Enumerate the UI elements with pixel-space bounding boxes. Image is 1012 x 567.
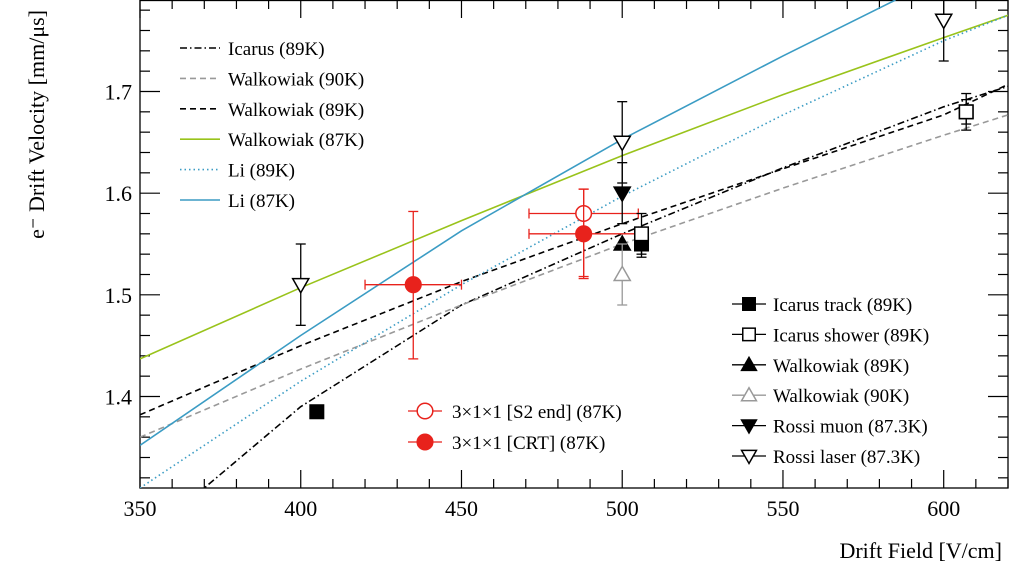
point-icarus-shower-89k — [958, 104, 974, 120]
legend-label-li-89k: Li (89K) — [228, 161, 295, 182]
legend-marker-3-1-1-s2-end-87k — [416, 402, 434, 420]
y-axis-title: e⁻ Drift Velocity [mm/μs] — [24, 10, 49, 239]
legend-marker-icarus-track-89k — [742, 297, 756, 311]
x-tick-label: 500 — [606, 496, 639, 521]
x-tick-label: 400 — [284, 496, 317, 521]
legend-label-li-87k: Li (87K) — [228, 191, 295, 212]
legend-label-rossi-laser-87-3k: Rossi laser (87.3K) — [773, 447, 920, 468]
legend-label-walkowiak-89k: Walkowiak (89K) — [773, 356, 909, 377]
legend-label-icarus-track-89k: Icarus track (89K) — [773, 295, 912, 316]
curve-walkowiak-90k — [140, 114, 1008, 438]
data-points — [291, 0, 974, 420]
legend-label-walkowiak-87k: Walkowiak (87K) — [228, 130, 364, 151]
point-3-1-1-crt-87k — [575, 225, 593, 243]
legend-label-walkowiak-90k: Walkowiak (90K) — [228, 69, 364, 90]
x-axis-title: Drift Field [V/cm] — [839, 538, 1002, 563]
legends: Icarus (89K) Walkowiak (90K) Walkowiak (89… — [180, 39, 929, 468]
x-tick-label: 550 — [766, 496, 799, 521]
point-rossi-laser-87-3k — [291, 277, 311, 295]
point-icarus-track-89k — [309, 404, 325, 420]
y-tick-label: 1.7 — [105, 80, 133, 105]
point-rossi-muon-87-3k — [612, 186, 632, 203]
plot-frame — [139, 0, 1009, 489]
point-3-1-1-crt-87k — [404, 276, 422, 294]
point-rossi-laser-87-3k — [612, 135, 632, 152]
curve-li-87k — [140, 0, 896, 446]
curve-walkowiak-89k — [140, 83, 1008, 416]
legend-label-3-1-1-s2-end-87k: 3×1×1 [S2 end] (87K) — [452, 402, 622, 423]
y-tick-label: 1.4 — [105, 385, 133, 410]
legend-label-icarus-89k: Icarus (89K) — [228, 39, 325, 60]
point-walkowiak-90k — [612, 264, 632, 282]
legend-marker-rossi-muon-87-3k — [740, 419, 758, 435]
legend-label-walkowiak-90k: Walkowiak (90K) — [773, 386, 909, 407]
legend-marker-rossi-laser-87-3k — [740, 449, 758, 465]
point-rossi-laser-87-3k — [934, 13, 954, 30]
legend-marker-walkowiak-89k — [740, 355, 758, 372]
y-tick-label: 1.6 — [105, 181, 133, 206]
legend-label-walkowiak-89k: Walkowiak (89K) — [228, 100, 364, 121]
legend-label-icarus-shower-89k: Icarus shower (89K) — [773, 325, 929, 346]
legend-marker-icarus-shower-89k — [742, 327, 756, 342]
y-tick-label: 1.5 — [105, 283, 133, 308]
point-icarus-shower-89k — [634, 226, 650, 242]
legend-marker-walkowiak-90k — [740, 386, 758, 402]
x-tick-label: 450 — [445, 496, 478, 521]
x-tick-label: 350 — [124, 496, 157, 521]
legend-label-rossi-muon-87-3k: Rossi muon (87.3K) — [773, 417, 928, 438]
legend-label-3-1-1-crt-87k: 3×1×1 [CRT] (87K) — [452, 433, 605, 454]
axes: 350 400 450 500 550 600 1.4 1.5 1.6 1.7 — [105, 0, 1009, 521]
legend-marker-3-1-1-crt-87k — [416, 433, 434, 451]
x-tick-label: 600 — [927, 496, 960, 521]
curve-icarus-89k — [203, 85, 1008, 488]
